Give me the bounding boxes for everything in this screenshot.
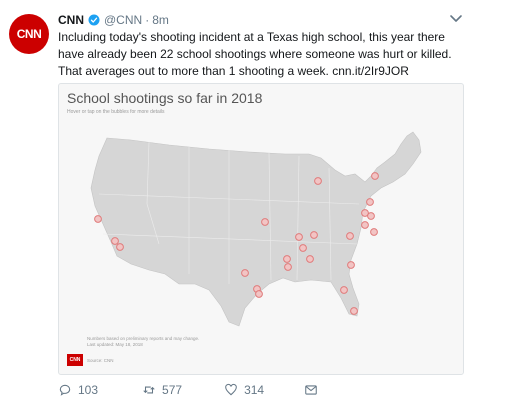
source-logo: CNN [67, 354, 83, 366]
shooting-marker[interactable] [299, 244, 307, 252]
retweet-action[interactable]: 577 [142, 383, 182, 397]
chevron-down-icon[interactable] [448, 10, 464, 26]
retweet-count: 577 [162, 383, 183, 397]
separator-dot: · [145, 13, 150, 27]
shooting-marker[interactable] [111, 237, 119, 245]
verified-badge-icon [88, 14, 100, 26]
envelope-icon [305, 385, 317, 395]
shooting-marker[interactable] [366, 198, 374, 206]
shooting-marker[interactable] [340, 286, 348, 294]
reply-count: 103 [78, 383, 99, 397]
shooting-marker[interactable] [314, 177, 322, 185]
shooting-marker[interactable] [295, 233, 303, 241]
shooting-marker[interactable] [361, 221, 369, 229]
reply-action[interactable]: 103 [58, 383, 98, 397]
source-label: Source: CNN [87, 358, 114, 363]
display-name[interactable]: CNN [58, 13, 84, 27]
footnote: Numbers based on preliminary reports and… [87, 336, 199, 348]
reply-icon [59, 384, 71, 396]
card-title: School shootings so far in 2018 [67, 90, 263, 106]
shooting-marker[interactable] [241, 269, 249, 277]
shooting-marker[interactable] [116, 243, 124, 251]
shooting-marker[interactable] [361, 209, 369, 217]
tweet-text: Including today's shooting incident at a… [58, 29, 453, 80]
us-map-shape [90, 131, 422, 327]
shooting-marker[interactable] [94, 215, 102, 223]
shooting-marker[interactable] [350, 307, 358, 315]
shooting-marker[interactable] [310, 231, 318, 239]
shooting-marker[interactable] [306, 255, 314, 263]
like-action[interactable]: 314 [224, 383, 264, 397]
shooting-marker[interactable] [346, 232, 354, 240]
user-handle[interactable]: @CNN [104, 13, 143, 27]
tweet-actions: 103 577 314 [58, 382, 318, 398]
shooting-marker[interactable] [284, 263, 292, 271]
footnote-line-1: Numbers based on preliminary reports and… [87, 336, 200, 341]
shooting-marker[interactable] [370, 228, 378, 236]
tweet-header: CNN @CNN · 8m [58, 12, 169, 28]
us-map [90, 131, 422, 327]
shooting-marker[interactable] [347, 261, 355, 269]
tweet-body: Including today's shooting incident at a… [58, 30, 452, 78]
shooting-marker[interactable] [261, 218, 269, 226]
timestamp[interactable]: 8m [152, 13, 169, 27]
marker-layer [94, 172, 379, 315]
footnote-line-2: Last updated: May 18, 2018 [87, 342, 143, 347]
shooting-marker[interactable] [283, 255, 291, 263]
shooting-marker[interactable] [367, 212, 375, 220]
retweet-icon [143, 386, 155, 394]
tweet-link[interactable]: cnn.it/2Ir9JOR [332, 64, 409, 78]
shooting-marker[interactable] [255, 290, 263, 298]
cnn-logo: CNN [16, 27, 42, 41]
avatar[interactable]: CNN [9, 14, 49, 54]
heart-icon [225, 383, 237, 396]
shooting-marker[interactable] [371, 172, 379, 180]
map-card[interactable]: School shootings so far in 2018 Hover or… [58, 83, 464, 375]
like-count: 314 [244, 383, 265, 397]
direct-message-action[interactable] [304, 383, 318, 397]
card-subtitle: Hover or tap on the bubbles for more det… [67, 109, 165, 115]
state-borders [98, 141, 360, 284]
